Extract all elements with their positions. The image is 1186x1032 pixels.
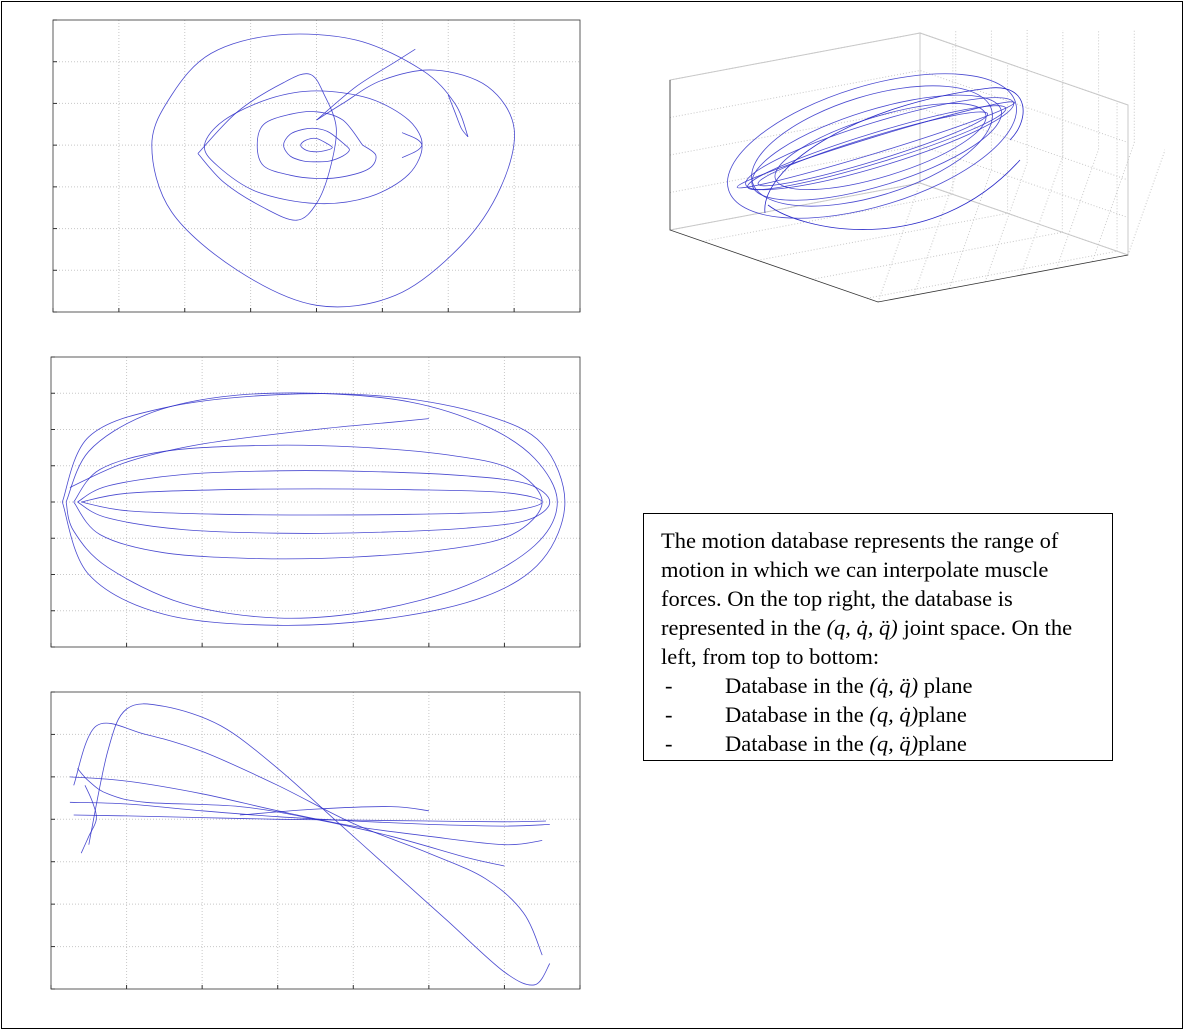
plot-area [53,20,580,312]
trajectory-loop [727,73,1017,219]
series-line [197,73,337,221]
grid-line-x [877,182,921,303]
bullet-dash: - [665,673,673,698]
series-line [203,90,423,205]
series-line [81,488,543,516]
trajectory-loop [767,159,1021,230]
series-line [256,111,377,179]
bullet-text-after: plane [918,731,967,756]
series-line [65,392,558,619]
caption-joint-space-math: (q, q̇, q̈) [826,615,898,640]
caption-bullet-item: - Database in the (q, q̈)plane [661,729,1098,758]
caption-text-before: The motion database represents the range… [661,528,1059,640]
series-line [80,785,97,854]
bullet-text-after: plane [918,673,973,698]
axis-frame [669,80,1129,303]
series-line [316,48,416,121]
series-line [151,33,515,308]
grid-line-y [757,212,1008,261]
grid-line-z [669,32,1129,106]
series-line [283,127,350,163]
bullet-text: Database in the [725,702,870,727]
trajectory-loop [751,85,993,207]
bullet-text: Database in the [725,673,870,698]
grid-line-x [984,162,1028,283]
grid-line-x [1127,148,1165,256]
series-line [300,137,333,153]
trajectory-loop [774,103,987,191]
joint-space-3d-chart [669,30,1165,303]
caption-text-after: joint space. On the left, from top to bo… [661,615,1073,669]
grid-line-x [948,169,992,289]
series-line [239,806,429,816]
plot-frame [52,19,581,313]
caption-box: The motion database represents the range… [643,513,1113,761]
series-line [73,722,543,956]
series-line [61,393,566,626]
caption-bullet-item: - Database in the (q̇, q̈) plane [661,671,1098,700]
back-wall-right [919,32,1129,256]
series-line [447,94,469,138]
grid-line-x [1056,149,1100,269]
grid-line-y [702,193,953,242]
grid-line-y [812,231,1063,280]
position-speed-chart [50,356,581,648]
grid-line-x [1020,155,1064,276]
bullet-math: (q, q̇) [869,702,919,727]
trajectory-loop [757,111,989,187]
plot-frame [50,356,581,648]
plot-frame [50,691,581,990]
plot-area [51,692,580,989]
bullet-dash: - [665,731,673,756]
bullet-math: (q, q̈) [869,731,919,756]
grid-line-x [913,176,957,296]
series-line [77,768,505,867]
speed-acceleration-chart [52,19,581,313]
grid-line-z [669,107,1129,181]
trajectory-loop [745,97,1015,191]
series-line [73,814,547,823]
trajectory-loop [747,105,1007,191]
caption-bullet-item: - Database in the (q, q̇)plane [661,700,1098,729]
bullet-math: (q̇, q̈) [869,673,919,698]
trajectory-loop [736,101,1015,189]
bullet-text: Database in the [725,731,870,756]
bullet-dash: - [665,702,673,727]
bullet-text-after: plane [918,702,967,727]
grid-line-z [669,182,1129,256]
caption-bullet-list: - Database in the (q̇, q̈) plane - Databas… [661,671,1098,758]
series-line [69,418,429,488]
series-line [88,703,551,986]
caption-paragraph: The motion database represents the range… [661,526,1098,671]
series-line [77,470,551,534]
grid-line-y [866,250,1118,299]
position-acceleration-chart [50,691,581,990]
grid-line-z [669,69,1129,143]
trajectory-loop [764,87,1024,214]
trajectory-loop [751,94,1002,201]
grid-line-x [1091,142,1135,262]
